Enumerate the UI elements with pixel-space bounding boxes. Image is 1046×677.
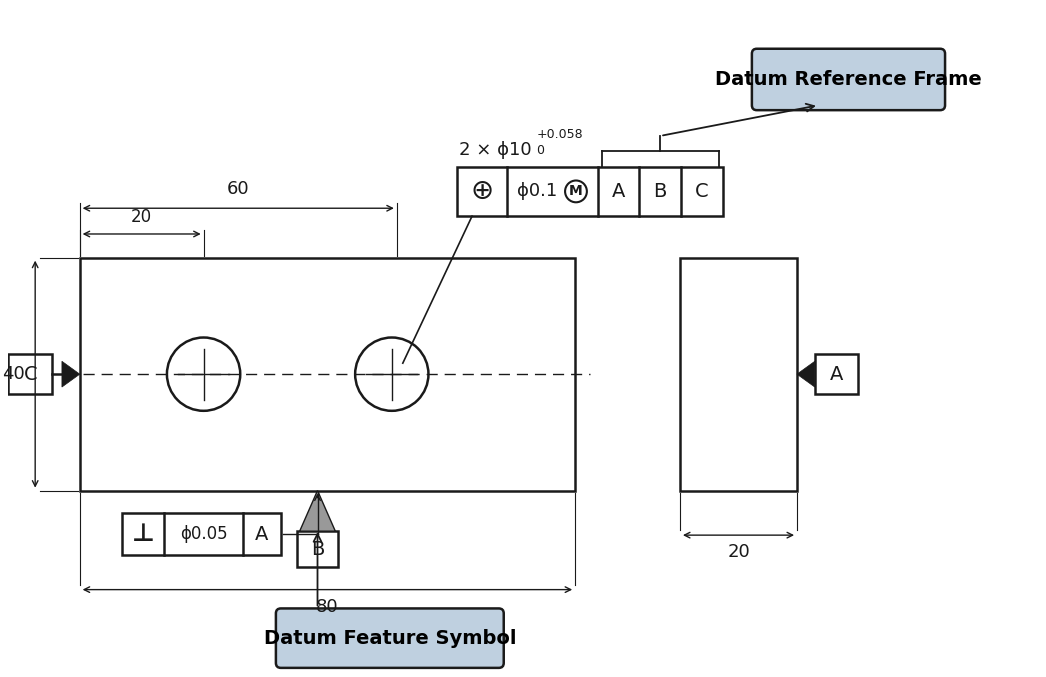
Bar (680, 258, 797, 491)
Text: M: M (569, 184, 583, 198)
Text: A: A (612, 182, 626, 201)
Text: Datum Feature Symbol: Datum Feature Symbol (264, 629, 516, 648)
Text: 0: 0 (537, 144, 544, 156)
Bar (8, 354, 52, 394)
Text: 2 × ϕ10: 2 × ϕ10 (459, 141, 531, 158)
Text: 20: 20 (727, 543, 750, 561)
Bar (79, 258, 575, 491)
Text: 40: 40 (2, 365, 25, 383)
Bar (122, 513, 281, 555)
Text: C: C (23, 365, 37, 384)
FancyBboxPatch shape (752, 49, 945, 110)
Text: 80: 80 (316, 598, 339, 615)
Bar (297, 531, 338, 567)
Polygon shape (299, 491, 336, 531)
Text: Datum Reference Frame: Datum Reference Frame (715, 70, 982, 89)
Text: A: A (829, 365, 843, 384)
Text: B: B (654, 182, 667, 201)
Bar (815, 354, 859, 394)
Text: ϕ0.1: ϕ0.1 (517, 182, 556, 200)
Text: ϕ0.05: ϕ0.05 (180, 525, 227, 543)
Polygon shape (797, 362, 815, 387)
Text: B: B (311, 540, 324, 559)
Text: ⊥: ⊥ (132, 522, 155, 546)
Text: C: C (695, 182, 709, 201)
FancyBboxPatch shape (276, 609, 504, 668)
Text: ⊕: ⊕ (471, 177, 494, 205)
Polygon shape (62, 362, 79, 387)
Text: A: A (255, 525, 269, 544)
Bar (457, 167, 723, 216)
Text: 20: 20 (131, 208, 153, 226)
Text: 60: 60 (227, 180, 250, 198)
Text: +0.058: +0.058 (537, 128, 583, 141)
